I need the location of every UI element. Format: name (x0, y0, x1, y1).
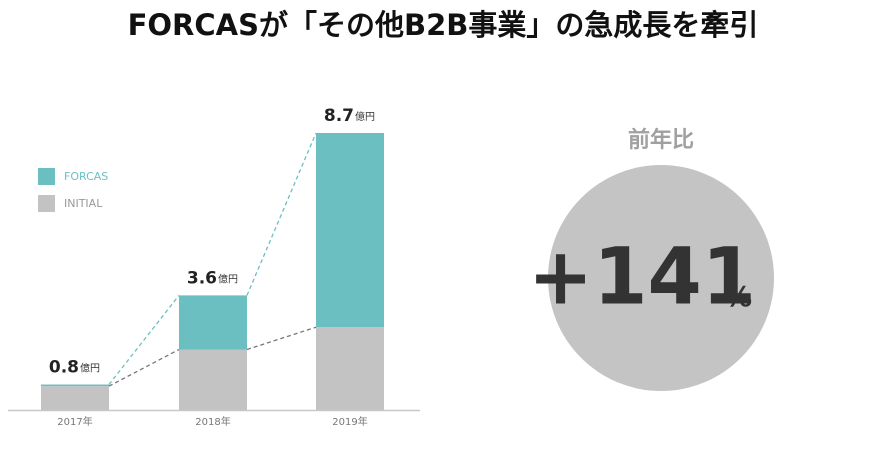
growth-circle (548, 165, 774, 391)
callout-value: +141 (528, 232, 756, 322)
legend-label: INITIAL (64, 197, 103, 210)
legend-label: FORCAS (64, 170, 108, 183)
chart-title: FORCASが「その他B2B事業」の急成長を牽引 (128, 8, 759, 42)
total-unit: 億円 (355, 110, 375, 123)
total-label: 0.8 (49, 358, 79, 378)
total-unit: 億円 (80, 362, 100, 375)
callout-unit: % (724, 280, 752, 313)
connector (246, 132, 317, 296)
x-tick-label: 2017年 (57, 415, 92, 428)
connector (246, 326, 317, 351)
total-unit: 億円 (218, 272, 238, 285)
bar-segment (179, 295, 247, 350)
bar-segment (41, 384, 109, 387)
connector (108, 294, 180, 385)
bar-segment (316, 327, 384, 410)
legend-swatch (38, 168, 55, 185)
bar-segment (41, 386, 109, 410)
bar-segment (316, 133, 384, 328)
total-label: 3.6 (187, 268, 217, 288)
connector (108, 348, 180, 387)
legend-swatch (38, 195, 55, 212)
bar-segment (179, 349, 247, 410)
x-tick-label: 2018年 (195, 415, 230, 428)
x-tick-label: 2019年 (332, 415, 367, 428)
callout-label: 前年比 (628, 127, 694, 153)
total-label: 8.7 (324, 106, 354, 126)
